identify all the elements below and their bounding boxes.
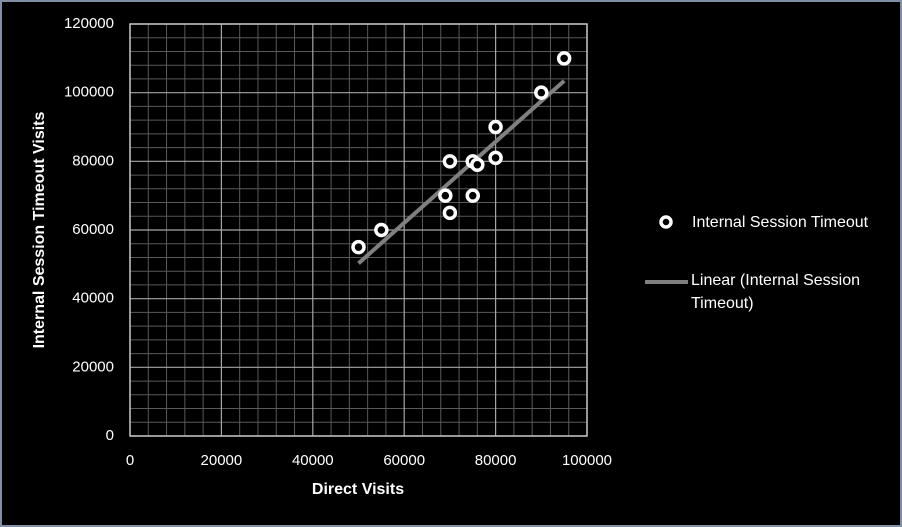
x-tick-label: 80000 [475, 452, 517, 469]
point [534, 85, 549, 100]
y-tick-label: 80000 [72, 152, 114, 169]
y-tick-label: 100000 [64, 84, 114, 101]
y-tick-label: 40000 [72, 290, 114, 307]
legend-marker [659, 215, 673, 229]
y-tick-label: 120000 [64, 15, 114, 32]
x-tick-label: 100000 [562, 452, 612, 469]
point [374, 222, 389, 238]
y-axis-title: Internal Session Timeout Visits [31, 111, 48, 348]
legend-label: Linear (Internal Session Timeout) [691, 272, 860, 312]
point [351, 239, 366, 255]
plot-border [129, 23, 588, 437]
point [438, 188, 453, 203]
x-axis-title: Direct Visits [312, 481, 404, 498]
point [442, 154, 458, 169]
x-tick-label: 60000 [383, 452, 425, 469]
y-tick-label: 0 [106, 427, 114, 444]
point [470, 157, 485, 173]
legend-label: Internal Session Timeout [692, 214, 869, 231]
point [556, 51, 572, 66]
trend-line [357, 79, 566, 265]
y-tick-label: 60000 [72, 221, 114, 238]
x-tick-label: 40000 [292, 452, 334, 469]
y-tick-label: 20000 [72, 358, 114, 375]
point [488, 150, 503, 166]
x-tick-label: 0 [126, 452, 134, 469]
point [488, 119, 503, 135]
point [442, 205, 458, 221]
x-tick-label: 20000 [201, 452, 243, 469]
point [465, 188, 480, 203]
